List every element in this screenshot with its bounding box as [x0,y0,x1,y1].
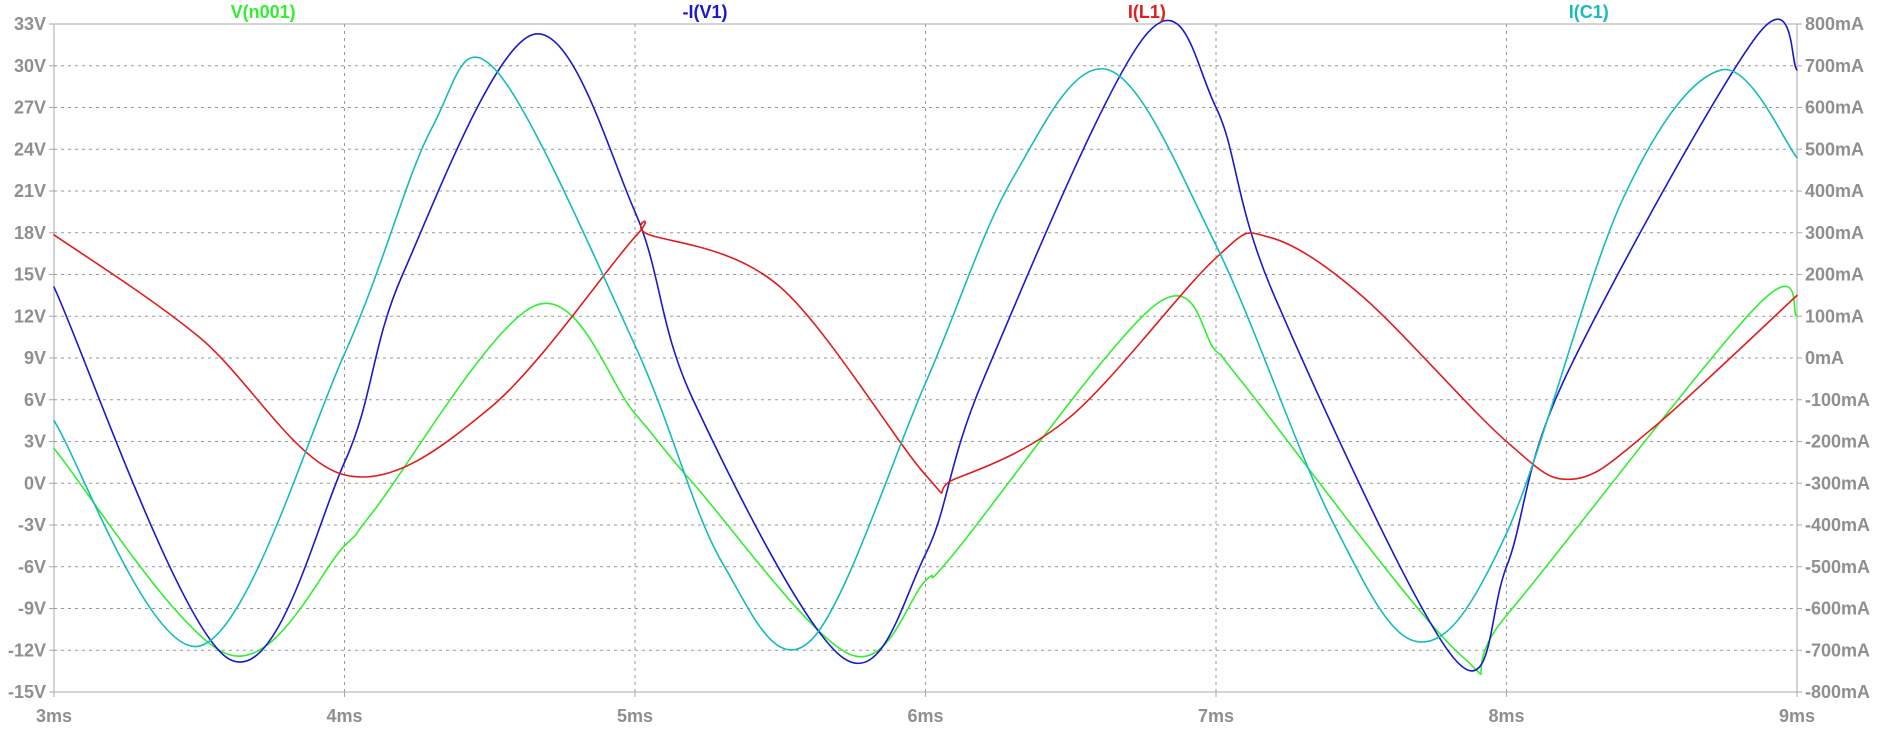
y-right-tick-label: 600mA [1805,98,1864,118]
y-left-tick-label: 18V [14,223,46,243]
trace-i-v1 [53,18,1798,672]
y-right-tick-label: 400mA [1805,181,1864,201]
axes [49,23,1802,697]
y-left-tick-label: 3V [24,432,46,452]
y-right-tick-label: -100mA [1805,390,1870,410]
y-left-tick-label: 9V [24,348,46,368]
x-tick-label: 3ms [36,706,72,726]
y-left-tick-label: 21V [14,181,46,201]
y-right-tick-label: 700mA [1805,56,1864,76]
y-right-tick-label: 800mA [1805,14,1864,34]
y-right-tick-label: -800mA [1805,682,1870,702]
legend-i-l1[interactable]: I(L1) [1128,2,1166,22]
series-traces [53,18,1798,676]
x-tick-label: 8ms [1488,706,1524,726]
legend-v-n001[interactable]: V(n001) [231,2,296,22]
y-left-tick-label: 27V [14,98,46,118]
y-left-tick-label: 12V [14,306,46,326]
y-left-tick-label: 0V [24,473,46,493]
legend-i-v1[interactable]: -I(V1) [683,2,728,22]
y-right-tick-label: -300mA [1805,473,1870,493]
y-right-tick-label: 300mA [1805,223,1864,243]
y-left-tick-label: 24V [14,139,46,159]
trace-v-n001 [53,285,1798,676]
x-tick-label: 5ms [617,706,653,726]
y-left-tick-label: 15V [14,265,46,285]
x-tick-label: 7ms [1198,706,1234,726]
trace-i-l1 [53,220,1798,494]
x-tick-label: 9ms [1779,706,1815,726]
legend: V(n001) -I(V1) I(L1) I(C1) [231,2,1609,22]
grid-lines [54,24,1797,692]
y-right-tick-label: -600mA [1805,599,1870,619]
y-right-tick-label: -400mA [1805,515,1870,535]
y-left-tick-label: -12V [8,640,46,660]
y-left-tick-label: -3V [18,515,46,535]
x-tick-label: 4ms [326,706,362,726]
x-tick-label: 6ms [907,706,943,726]
y-right-tick-label: 200mA [1805,265,1864,285]
y-right-tick-label: -700mA [1805,640,1870,660]
tick-labels: 33V 30V 27V 24V 21V 18V 15V 12V 9V 6V 3V 0V -3V -6V -9… [8,14,1870,726]
y-right-tick-label: -500mA [1805,557,1870,577]
y-left-tick-label: 6V [24,390,46,410]
y-left-tick-label: -9V [18,599,46,619]
y-left-tick-label: 30V [14,56,46,76]
y-left-tick-label: 33V [14,14,46,34]
trace-i-c1 [53,56,1798,651]
y-right-tick-label: 0mA [1805,348,1844,368]
legend-i-c1[interactable]: I(C1) [1569,2,1609,22]
y-left-tick-label: -6V [18,557,46,577]
y-right-tick-label: 100mA [1805,306,1864,326]
y-right-tick-label: 500mA [1805,139,1864,159]
y-left-tick-label: -15V [8,682,46,702]
y-right-tick-label: -200mA [1805,432,1870,452]
